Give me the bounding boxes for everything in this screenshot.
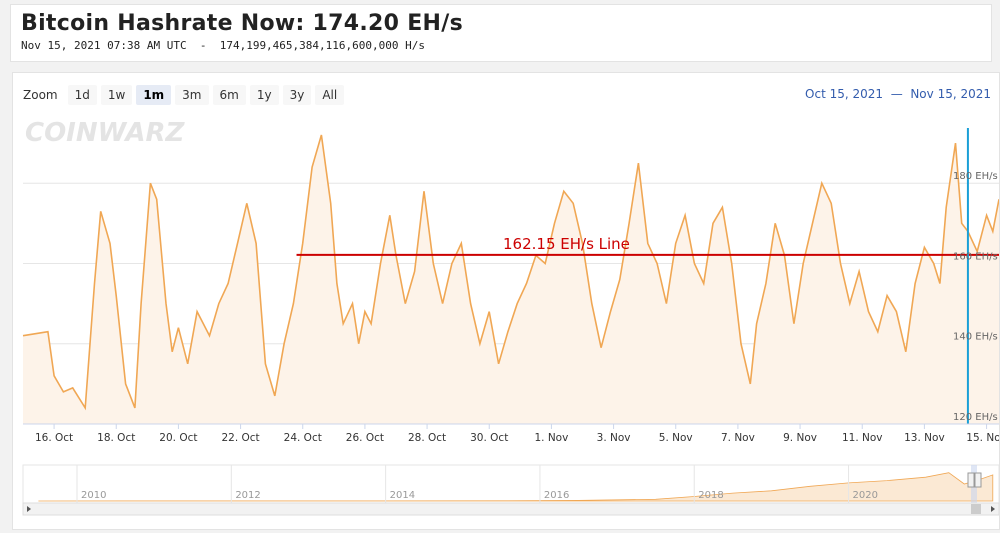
zoom-button-3m[interactable]: 3m [175,85,209,105]
y-tick-label: 160 EH/s [953,251,998,262]
x-tick-label: 7. Nov [721,432,755,444]
x-tick-label: 15. Nov [966,432,999,444]
scrollbar-thumb[interactable] [971,504,981,514]
navigator-year-label: 2020 [853,490,878,501]
x-tick-label: 28. Oct [408,432,446,444]
navigator-year-label: 2014 [390,490,415,501]
date-range-to[interactable]: Nov 15, 2021 [910,87,991,101]
zoom-label: Zoom [23,88,58,102]
zoom-button-1w[interactable]: 1w [100,85,133,105]
y-tick-label: 120 EH/s [953,412,998,423]
date-range-from[interactable]: Oct 15, 2021 [805,87,884,101]
x-tick-label: 18. Oct [97,432,135,444]
page-title: Bitcoin Hashrate Now: 174.20 EH/s [21,11,463,36]
date-range-dash: — [890,87,903,101]
date-range: Oct 15, 2021 — Nov 15, 2021 [805,87,991,101]
x-tick-label: 30. Oct [470,432,508,444]
x-tick-label: 16. Oct [35,432,73,444]
x-tick-label: 1. Nov [534,432,568,444]
y-tick-label: 180 EH/s [953,171,998,182]
navigator-year-label: 2010 [81,490,106,501]
zoom-button-1y[interactable]: 1y [249,85,279,105]
zoom-button-1d[interactable]: 1d [67,85,97,105]
series-area [23,135,999,424]
navigator-year-label: 2016 [544,490,569,501]
scrollbar-left-arrow-icon[interactable] [27,506,31,512]
watermark-logo: COINWARZ [25,118,186,148]
navigator-year-label: 2018 [698,490,723,501]
x-tick-label: 26. Oct [346,432,384,444]
y-axis-labels: 120 EH/s 140 EH/s 160 EH/s 180 EH/s [953,171,998,423]
x-tick-label: 13. Nov [904,432,945,444]
zoom-button-6m[interactable]: 6m [212,85,246,105]
navigator-year-label: 2012 [235,490,260,501]
navigator-handle-left[interactable] [967,472,975,488]
x-tick-label: 11. Nov [842,432,883,444]
timestamp: Nov 15, 2021 07:38 AM UTC [21,39,187,52]
navigator[interactable]: 2010 2012 2014 2016 2018 2020 [22,464,999,504]
separator: - [199,39,207,52]
x-tick-label: 24. Oct [284,432,322,444]
navigator-handle-right[interactable] [974,472,982,488]
navigator-year-labels: 2010 2012 2014 2016 2018 2020 [76,465,878,503]
series-line [22,134,999,411]
y-tick-label: 140 EH/s [953,332,998,343]
scrollbar-track[interactable] [22,502,999,516]
chart-panel: Zoom 1d 1w 1m 3m 6m 1y 3y All Oct 15, 20… [12,72,1000,530]
raw-hashrate: 174,199,465,384,116,600,000 H/s [219,39,426,52]
x-tick-label: 5. Nov [659,432,693,444]
scrollbar[interactable] [22,502,999,516]
hashrate-subtitle: Nov 15, 2021 07:38 AM UTC - 174,199,465,… [21,39,425,52]
zoom-toolbar: Zoom 1d 1w 1m 3m 6m 1y 3y All [23,85,345,105]
zoom-button-all[interactable]: All [315,85,345,105]
scrollbar-right-arrow-icon[interactable] [991,506,995,512]
zoom-button-1m[interactable]: 1m [136,85,172,105]
x-tick-label: 9. Nov [783,432,817,444]
annotation-label: 162.15 EH/s Line [503,235,630,253]
x-tick-label: 20. Oct [159,432,197,444]
annotation-group: 162.15 EH/s Line [296,235,999,256]
header-panel: Bitcoin Hashrate Now: 174.20 EH/s Nov 15… [10,4,992,62]
x-tick-label: 3. Nov [597,432,631,444]
x-tick-label: 22. Oct [221,432,259,444]
hashrate-chart[interactable]: COINWARZ 162.15 EH/s Line 120 EH/s 140 EH… [13,73,999,529]
x-axis-labels: 16. Oct 18. Oct 20. Oct 22. Oct 24. Oct 26. O… [35,424,999,444]
zoom-button-3y[interactable]: 3y [282,85,312,105]
